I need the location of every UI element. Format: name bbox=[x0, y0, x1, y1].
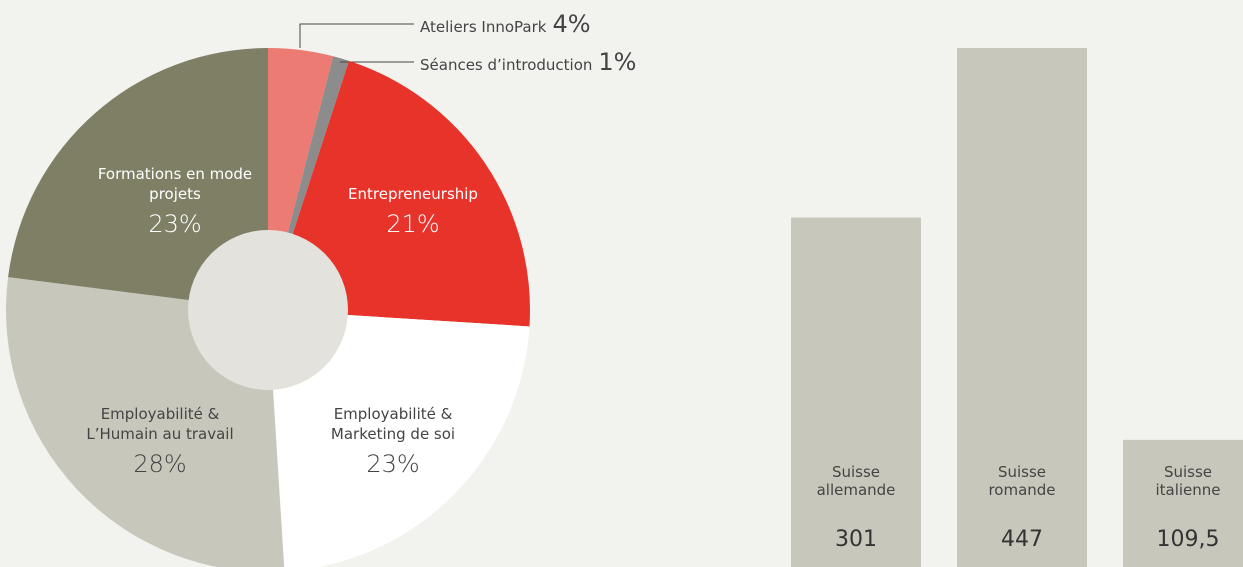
bar bbox=[957, 48, 1087, 567]
bar-category-text: Suisse romande bbox=[988, 463, 1056, 499]
slice-value: 21% bbox=[386, 210, 440, 238]
pie-slice bbox=[268, 310, 530, 567]
leader-line bbox=[299, 23, 414, 48]
bar bbox=[1123, 439, 1243, 567]
bar-category: Suisse romande bbox=[972, 463, 1072, 499]
bar-value: 109,5 bbox=[1157, 527, 1220, 552]
slice-label: Entrepreneurship 21% bbox=[328, 184, 498, 238]
slice-label: Ateliers InnoPark 4% bbox=[420, 10, 591, 38]
slice-value: 28% bbox=[133, 450, 187, 478]
bar-category-text: Suisse allemande bbox=[816, 463, 896, 499]
bar-category: Suisse italienne bbox=[1138, 463, 1238, 499]
donut-hole bbox=[188, 230, 348, 390]
slice-label: Séances d’introduction 1% bbox=[420, 48, 636, 76]
bar-value: 301 bbox=[835, 527, 877, 552]
slice-name: Ateliers InnoPark bbox=[420, 18, 547, 36]
pie-slice bbox=[268, 60, 531, 327]
bar-category: Suisse allemande bbox=[806, 463, 906, 499]
slice-value: 1% bbox=[598, 48, 637, 76]
slice-name: Formations en mode projets bbox=[97, 165, 253, 203]
bar bbox=[791, 217, 921, 567]
slice-name: Entrepreneurship bbox=[348, 185, 478, 203]
slice-label: Employabilité & L’Humain au travail 28% bbox=[75, 404, 245, 478]
bar-value-text: 447 bbox=[1001, 527, 1043, 552]
slice-label: Formations en mode projets 23% bbox=[90, 164, 260, 238]
slice-name: Employabilité & Marketing de soi bbox=[330, 405, 456, 443]
slice-label: Employabilité & Marketing de soi 23% bbox=[308, 404, 478, 478]
bar-value: 447 bbox=[1001, 527, 1043, 552]
pie-slice bbox=[8, 48, 268, 310]
bar-category-text: Suisse italienne bbox=[1155, 463, 1221, 499]
slice-value: 23% bbox=[148, 210, 202, 238]
bar-value-text: 301 bbox=[835, 527, 877, 552]
slice-name: Employabilité & L’Humain au travail bbox=[86, 405, 234, 443]
slice-value: 4% bbox=[552, 10, 591, 38]
slice-name: Séances d’introduction bbox=[420, 56, 593, 74]
slice-value: 23% bbox=[366, 450, 420, 478]
bar-value-text: 109,5 bbox=[1156, 527, 1220, 552]
